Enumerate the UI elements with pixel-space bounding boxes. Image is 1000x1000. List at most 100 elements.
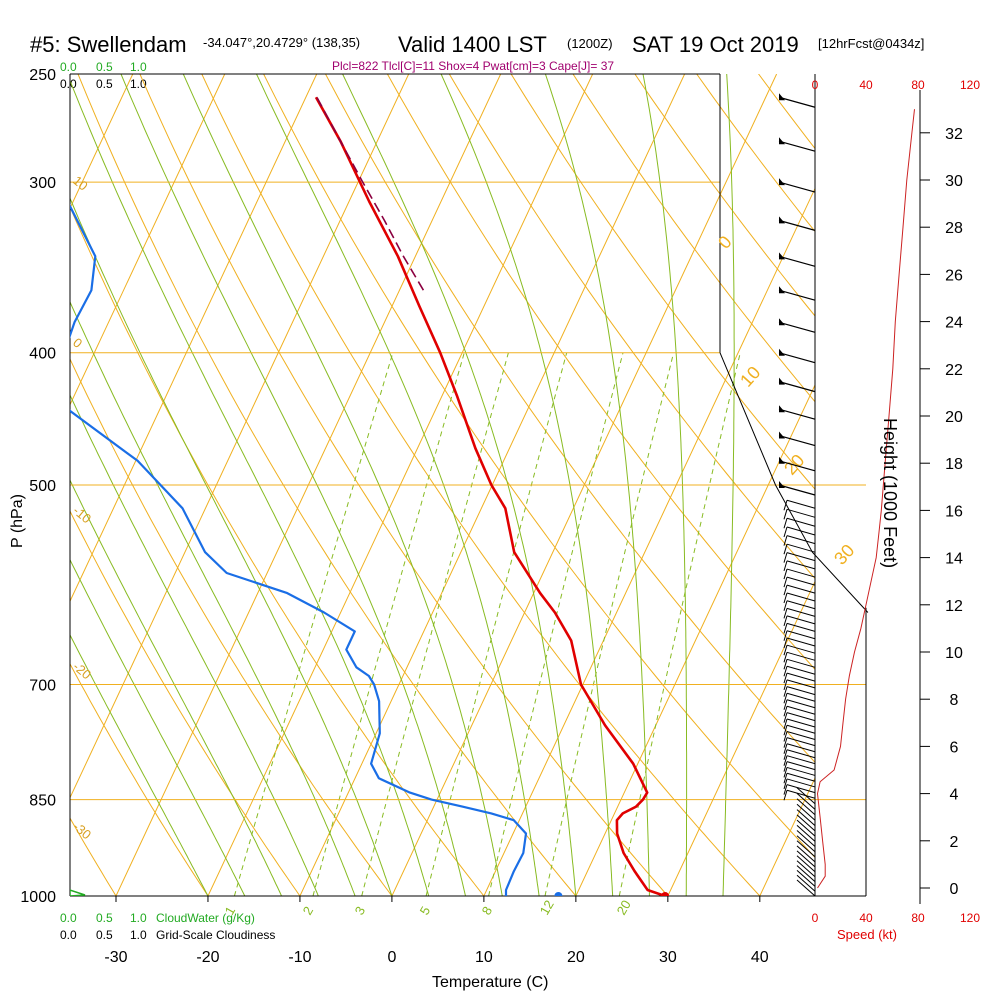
wind-barb-feather [783,552,788,563]
wind-barb [778,181,816,193]
wind-barb-flag [779,431,785,439]
dry-adiabat-line [139,74,669,896]
dry-adiabat-line [77,74,577,896]
x-tick-label: -20 [196,949,219,966]
speed-bottom-tick-label: 80 [911,911,925,925]
pressure-tick-label: 300 [29,175,56,192]
height-tick-label: 30 [945,173,963,190]
wind-barb [786,789,816,799]
wind-barb [778,140,816,152]
wind-barb [796,787,816,805]
wind-barb [786,508,816,518]
wind-barb-feather [783,652,788,663]
wind-barb-feather [783,666,788,677]
mixing-ratio-label: 12 [537,897,557,917]
wind-barb-feather [783,699,788,710]
mixing-ratio-line [233,352,394,896]
wind-barb-feather [783,767,788,778]
pressure-tick-label: 500 [29,478,56,495]
parcel-line [316,96,425,291]
wind-barb [786,526,816,536]
chart-title-forecast: [12hrFcst@0434z] [818,36,924,51]
wind-barb [786,630,816,640]
wind-barb-feather [783,592,788,604]
moist-adiabat-line [256,74,540,896]
wind-barb-feather [783,577,788,588]
pressure-tick-label: 700 [29,678,56,695]
height-tick-label: 22 [945,362,963,379]
wind-barb [786,517,816,527]
height-tick-label: 2 [950,834,959,851]
wind-barb [796,814,816,832]
moist-adiabat-line [342,74,577,896]
wind-barb [796,825,816,842]
wind-barb-feather [783,784,788,795]
wind-barb-feather [783,712,788,723]
height-tick-label: 4 [950,787,959,804]
isotherm-line [852,74,1000,896]
moist-adiabat-line [70,393,319,896]
temperature-line [314,96,666,896]
dry-adiabat-line [201,74,761,896]
x-tick-label: -10 [288,949,311,966]
wind-barb [786,584,816,594]
wind-barb-feather [783,725,788,736]
height-tick-label: 16 [945,503,963,520]
wind-barb [796,855,816,873]
wind-barb [786,761,816,771]
pressure-tick-label: 1000 [20,889,56,906]
wind-barb-feather [783,731,788,742]
wind-barb-feather [783,749,788,760]
wind-barb-feather [783,637,788,649]
wind-barb-feather [783,672,788,684]
wind-barb [786,622,816,632]
cloudiness-bottom-1: 1.0 [130,928,147,942]
stability-indices: Plcl=822 Tlcl[C]=11 Shox=4 Pwat[cm]=3 Ca… [332,59,614,73]
wind-barb-feather [783,623,788,634]
wind-speed-line [816,109,915,889]
wind-barb [796,879,816,897]
wind-barb [786,784,816,794]
wind-barb [786,731,816,740]
height-tick-label: 18 [945,456,963,473]
wind-barb [786,672,816,682]
mixing-ratio-line [544,352,675,896]
height-tick-label: 26 [945,267,963,284]
speed-bottom-tick-label: 120 [960,911,980,925]
wind-barb [786,778,816,788]
speed-top-tick-label: 40 [859,78,873,92]
isotherm-label: 10 [736,362,764,390]
wind-barb [796,860,816,878]
wind-barb-flag [779,481,785,488]
cloudwater-scale-05: 0.5 [96,60,113,74]
wind-barb-feather [783,535,788,546]
wind-barb [786,607,816,617]
moist-adiabat-line [440,74,614,896]
chart-title-zulu: (1200Z) [567,36,613,51]
dry-adiabat-line [986,50,1000,925]
chart-title-station: #5: Swellendam [30,32,187,57]
pressure-tick-label: 850 [29,793,56,810]
dry-adiabat-line [802,50,1000,925]
dry-adiabat-line [263,74,815,859]
cloudwater-bottom-05: 0.5 [96,911,113,925]
sfc-temp-marker [661,892,670,896]
isotherm-line [944,74,1000,896]
wind-barb [796,830,816,847]
speed-top-tick-label: 80 [911,78,925,92]
speed-axis-label: Speed (kt) [837,927,897,942]
wind-barb [786,699,816,709]
cloudiness-scale-0: 0.0 [60,77,77,91]
wind-barb [786,644,816,654]
wind-barb [796,803,816,821]
dry-adiabat-label: 0 [70,335,85,351]
wind-barb [786,712,816,722]
wind-barb [778,289,816,301]
wind-barb-feather [783,500,788,511]
wind-barb [786,766,816,776]
cloudwater-scale-0: 0.0 [60,60,77,74]
wind-barb [778,96,816,108]
wind-barb [786,686,816,696]
mixing-ratio-label: 2 [300,904,317,918]
wind-barb [778,255,816,267]
